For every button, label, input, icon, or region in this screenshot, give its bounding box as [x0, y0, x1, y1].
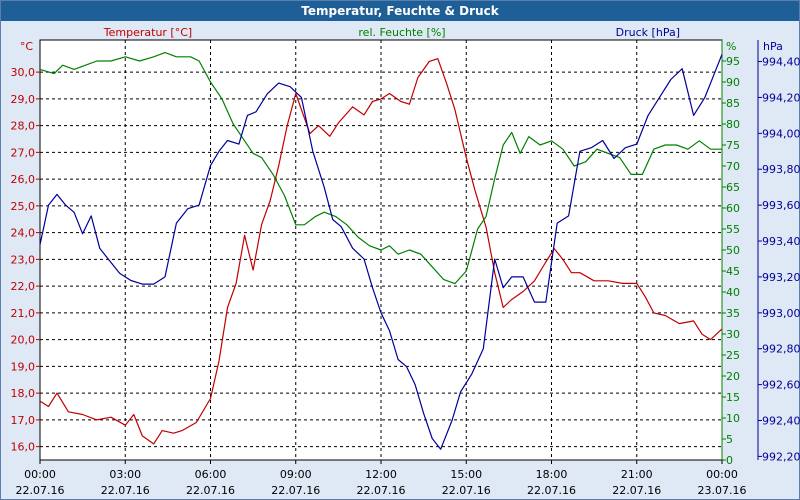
humidity-tick-label: 45 [726, 265, 740, 278]
humidity-unit: % [726, 40, 736, 53]
series-lines [39, 52, 723, 450]
humidity-tick-label: 40 [726, 286, 740, 299]
x-tick-time: 21:00 [621, 468, 653, 481]
x-tick-time: 15:00 [450, 468, 482, 481]
humidity-tick-label: 0 [726, 454, 733, 467]
pressure-tick-label: 992,60 [762, 379, 800, 392]
temperature-tick-label: 24,0 [11, 227, 36, 240]
x-tick-time: 03:00 [109, 468, 141, 481]
temperature-unit: °C [20, 40, 34, 53]
temperature-tick-label: 30,0 [11, 66, 36, 79]
pressure-tick-label: 994,00 [762, 127, 800, 140]
pressure-tick-label: 992,20 [762, 450, 800, 463]
pressure-tick-label: 992,80 [762, 343, 800, 356]
humidity-tick-label: 5 [726, 433, 733, 446]
pressure-tick-label: 993,40 [762, 235, 800, 248]
temperature-tick-label: 23,0 [11, 253, 36, 266]
temperature-tick-label: 22,0 [11, 280, 36, 293]
humidity-tick-label: 35 [726, 307, 740, 320]
temperature-tick-label: 21,0 [11, 307, 36, 320]
axes [36, 40, 762, 464]
humidity-tick-label: 70 [726, 160, 740, 173]
pressure-tick-label: 993,80 [762, 163, 800, 176]
humidity-tick-label: 85 [726, 97, 740, 110]
axis-labels: 16,0 17,0 18,0 19,0 20,0 21,0 22,0 23,0 24,0 25,0… [11, 26, 800, 497]
humidity-tick-label: 95 [726, 55, 740, 68]
x-tick-time: 00:00 [24, 468, 56, 481]
temperature-tick-label: 20,0 [11, 334, 36, 347]
temperature-tick-label: 19,0 [11, 360, 36, 373]
humidity-tick-label: 60 [726, 202, 740, 215]
humidity-tick-label: 65 [726, 181, 740, 194]
humidity-tick-label: 90 [726, 76, 740, 89]
x-tick-date: 22.07.16 [186, 484, 235, 497]
pressure-tick-label: 994,20 [762, 91, 800, 104]
x-tick-time: 18:00 [536, 468, 568, 481]
temperature-axis-title: Temperatur [°C] [103, 26, 192, 39]
temperature-tick-label: 16,0 [11, 441, 36, 454]
pressure-tick-label: 994,40 [762, 56, 800, 69]
pressure-axis-title: Druck [hPa] [616, 26, 680, 39]
chart-title: Temperatur, Feuchte & Druck [1, 1, 799, 21]
x-tick-date: 22.07.16 [612, 484, 661, 497]
x-tick-date: 22.07.16 [16, 484, 65, 497]
series-line-pressure [39, 54, 723, 450]
x-tick-date: 22.07.16 [442, 484, 491, 497]
temperature-tick-label: 26,0 [11, 173, 36, 186]
x-tick-time: 09:00 [280, 468, 312, 481]
humidity-tick-label: 55 [726, 223, 740, 236]
humidity-tick-label: 75 [726, 139, 740, 152]
humidity-tick-label: 80 [726, 118, 740, 131]
humidity-tick-label: 50 [726, 244, 740, 257]
temperature-tick-label: 25,0 [11, 200, 36, 213]
temperature-tick-label: 29,0 [11, 93, 36, 106]
humidity-tick-label: 15 [726, 391, 740, 404]
humidity-tick-label: 25 [726, 349, 740, 362]
x-tick-time: 06:00 [195, 468, 227, 481]
pressure-tick-label: 993,60 [762, 199, 800, 212]
grid-lines [40, 40, 722, 460]
series-line-humidity [39, 52, 722, 285]
x-tick-date: 22.07.16 [357, 484, 406, 497]
humidity-tick-label: 10 [726, 412, 740, 425]
pressure-tick-label: 992,40 [762, 415, 800, 428]
humidity-axis-title: rel. Feuchte [%] [358, 26, 445, 39]
humidity-tick-label: 30 [726, 328, 740, 341]
x-tick-date: 22.07.16 [101, 484, 150, 497]
x-tick-date: 22.07.16 [271, 484, 320, 497]
temperature-tick-label: 28,0 [11, 120, 36, 133]
pressure-unit: hPa [763, 40, 783, 53]
temperature-tick-label: 17,0 [11, 414, 36, 427]
x-tick-date: 22.07.16 [527, 484, 576, 497]
x-tick-time: 00:00 [706, 468, 738, 481]
x-tick-date: 23.07.16 [698, 484, 747, 497]
pressure-tick-label: 993,20 [762, 271, 800, 284]
humidity-tick-label: 20 [726, 370, 740, 383]
x-tick-time: 12:00 [365, 468, 397, 481]
pressure-tick-label: 993,00 [762, 307, 800, 320]
temperature-tick-label: 27,0 [11, 146, 36, 159]
series-line-temperature [39, 58, 723, 445]
temperature-tick-label: 18,0 [11, 387, 36, 400]
